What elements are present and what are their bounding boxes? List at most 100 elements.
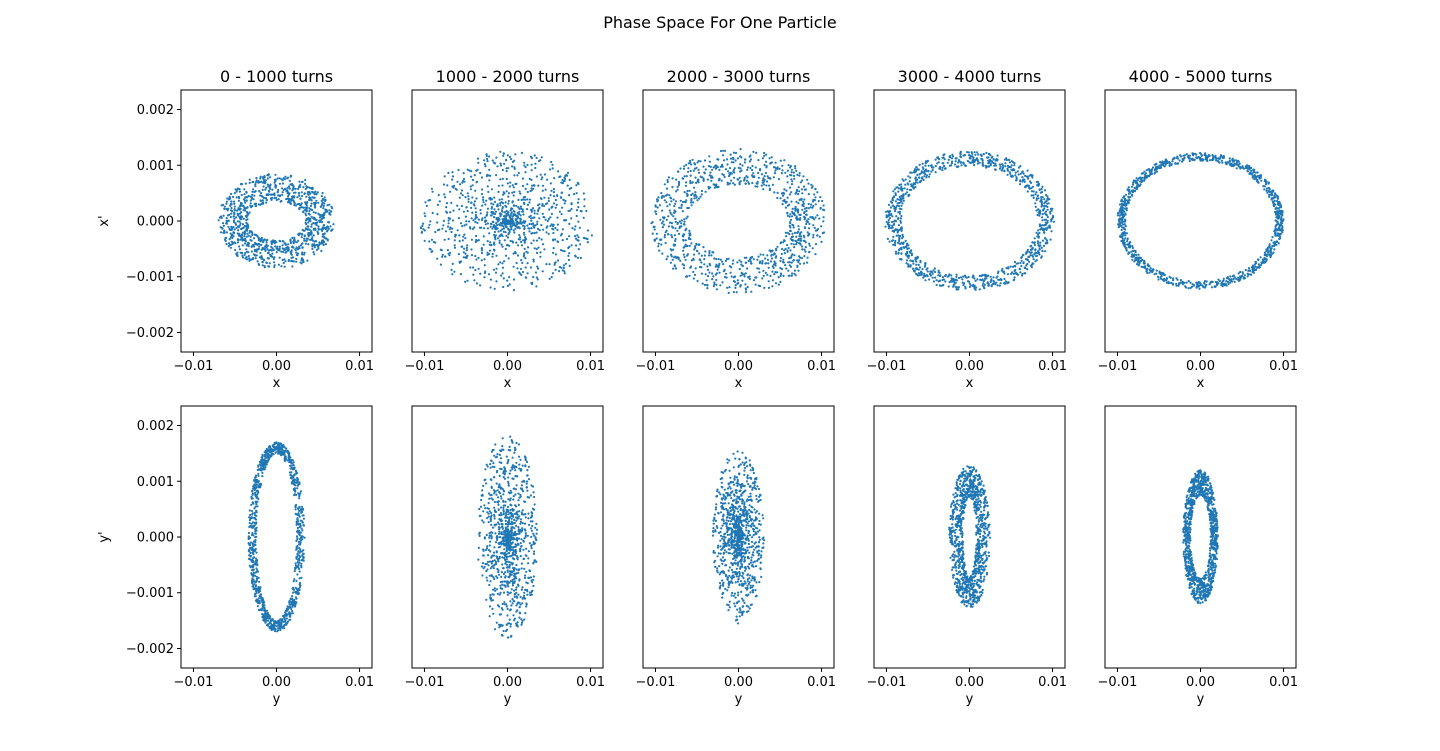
data-point bbox=[502, 218, 504, 220]
data-point bbox=[730, 180, 732, 182]
data-point bbox=[657, 245, 659, 247]
data-point bbox=[919, 266, 921, 268]
data-point bbox=[244, 254, 246, 256]
data-point bbox=[220, 226, 222, 228]
data-point bbox=[1024, 267, 1026, 269]
data-point bbox=[1002, 271, 1004, 273]
data-point bbox=[1160, 272, 1162, 274]
data-point bbox=[717, 269, 719, 271]
data-point bbox=[674, 227, 676, 229]
data-point bbox=[656, 198, 658, 200]
data-point bbox=[1038, 246, 1040, 248]
data-point bbox=[1037, 250, 1039, 252]
data-point bbox=[454, 244, 456, 246]
data-point bbox=[1259, 266, 1261, 268]
data-point bbox=[797, 270, 799, 272]
data-point bbox=[1244, 274, 1246, 276]
data-point bbox=[1021, 273, 1023, 275]
data-point bbox=[982, 162, 984, 164]
data-point bbox=[505, 231, 507, 233]
data-point bbox=[1131, 245, 1133, 247]
data-point bbox=[238, 245, 240, 247]
data-point bbox=[895, 200, 897, 202]
data-point bbox=[522, 178, 524, 180]
data-point bbox=[249, 179, 251, 181]
data-point bbox=[450, 231, 452, 233]
data-point bbox=[262, 261, 264, 263]
data-point bbox=[658, 243, 660, 245]
data-point bbox=[750, 257, 752, 259]
data-point bbox=[484, 216, 486, 218]
data-point bbox=[682, 178, 684, 180]
data-point bbox=[1261, 262, 1263, 264]
data-point bbox=[690, 175, 692, 177]
data-point bbox=[897, 253, 899, 255]
data-point bbox=[745, 291, 747, 293]
data-point bbox=[575, 244, 577, 246]
data-point bbox=[669, 209, 671, 211]
data-point bbox=[311, 191, 313, 193]
data-point bbox=[795, 243, 797, 245]
data-point bbox=[540, 198, 542, 200]
data-point bbox=[448, 217, 450, 219]
data-point bbox=[546, 225, 548, 227]
data-point bbox=[658, 250, 660, 252]
data-point bbox=[524, 257, 526, 259]
data-point bbox=[585, 238, 587, 240]
figure-title: Phase Space For One Particle bbox=[603, 13, 837, 32]
data-point bbox=[506, 210, 508, 212]
data-point bbox=[235, 222, 237, 224]
data-point bbox=[464, 253, 466, 255]
data-point bbox=[693, 170, 695, 172]
data-point bbox=[1012, 161, 1014, 163]
data-point bbox=[1265, 258, 1267, 260]
data-point bbox=[499, 178, 501, 180]
data-point bbox=[774, 170, 776, 172]
data-point bbox=[1118, 221, 1120, 223]
data-point bbox=[995, 169, 997, 171]
data-point bbox=[264, 181, 266, 183]
data-point bbox=[440, 249, 442, 251]
data-point bbox=[1041, 216, 1043, 218]
data-point bbox=[497, 191, 499, 193]
data-point bbox=[519, 190, 521, 192]
data-point bbox=[718, 178, 720, 180]
data-point bbox=[1248, 270, 1250, 272]
data-point bbox=[993, 282, 995, 284]
data-point bbox=[313, 253, 315, 255]
data-point bbox=[797, 210, 799, 212]
data-point bbox=[494, 162, 496, 164]
data-point bbox=[689, 160, 691, 162]
data-point bbox=[955, 279, 957, 281]
data-point bbox=[517, 216, 519, 218]
data-point bbox=[531, 185, 533, 187]
data-point bbox=[551, 276, 553, 278]
data-point bbox=[773, 176, 775, 178]
data-point bbox=[311, 236, 313, 238]
data-point bbox=[306, 260, 308, 262]
data-point bbox=[326, 230, 328, 232]
data-point bbox=[519, 238, 521, 240]
data-point bbox=[1120, 225, 1122, 227]
data-point bbox=[536, 248, 538, 250]
data-point bbox=[276, 251, 278, 253]
data-point bbox=[803, 186, 805, 188]
data-point bbox=[493, 269, 495, 271]
data-point bbox=[1129, 196, 1131, 198]
data-point bbox=[755, 152, 757, 154]
data-point bbox=[330, 230, 332, 232]
data-point bbox=[769, 249, 771, 251]
data-point bbox=[1007, 267, 1009, 269]
data-point bbox=[490, 286, 492, 288]
data-point bbox=[481, 248, 483, 250]
data-point bbox=[274, 179, 276, 181]
data-point bbox=[462, 236, 464, 238]
data-point bbox=[1234, 276, 1236, 278]
data-point bbox=[713, 183, 715, 185]
data-point bbox=[520, 206, 522, 208]
data-point bbox=[914, 183, 916, 185]
data-point bbox=[724, 176, 726, 178]
data-point bbox=[681, 219, 683, 221]
data-point bbox=[776, 246, 778, 248]
data-point bbox=[679, 260, 681, 262]
